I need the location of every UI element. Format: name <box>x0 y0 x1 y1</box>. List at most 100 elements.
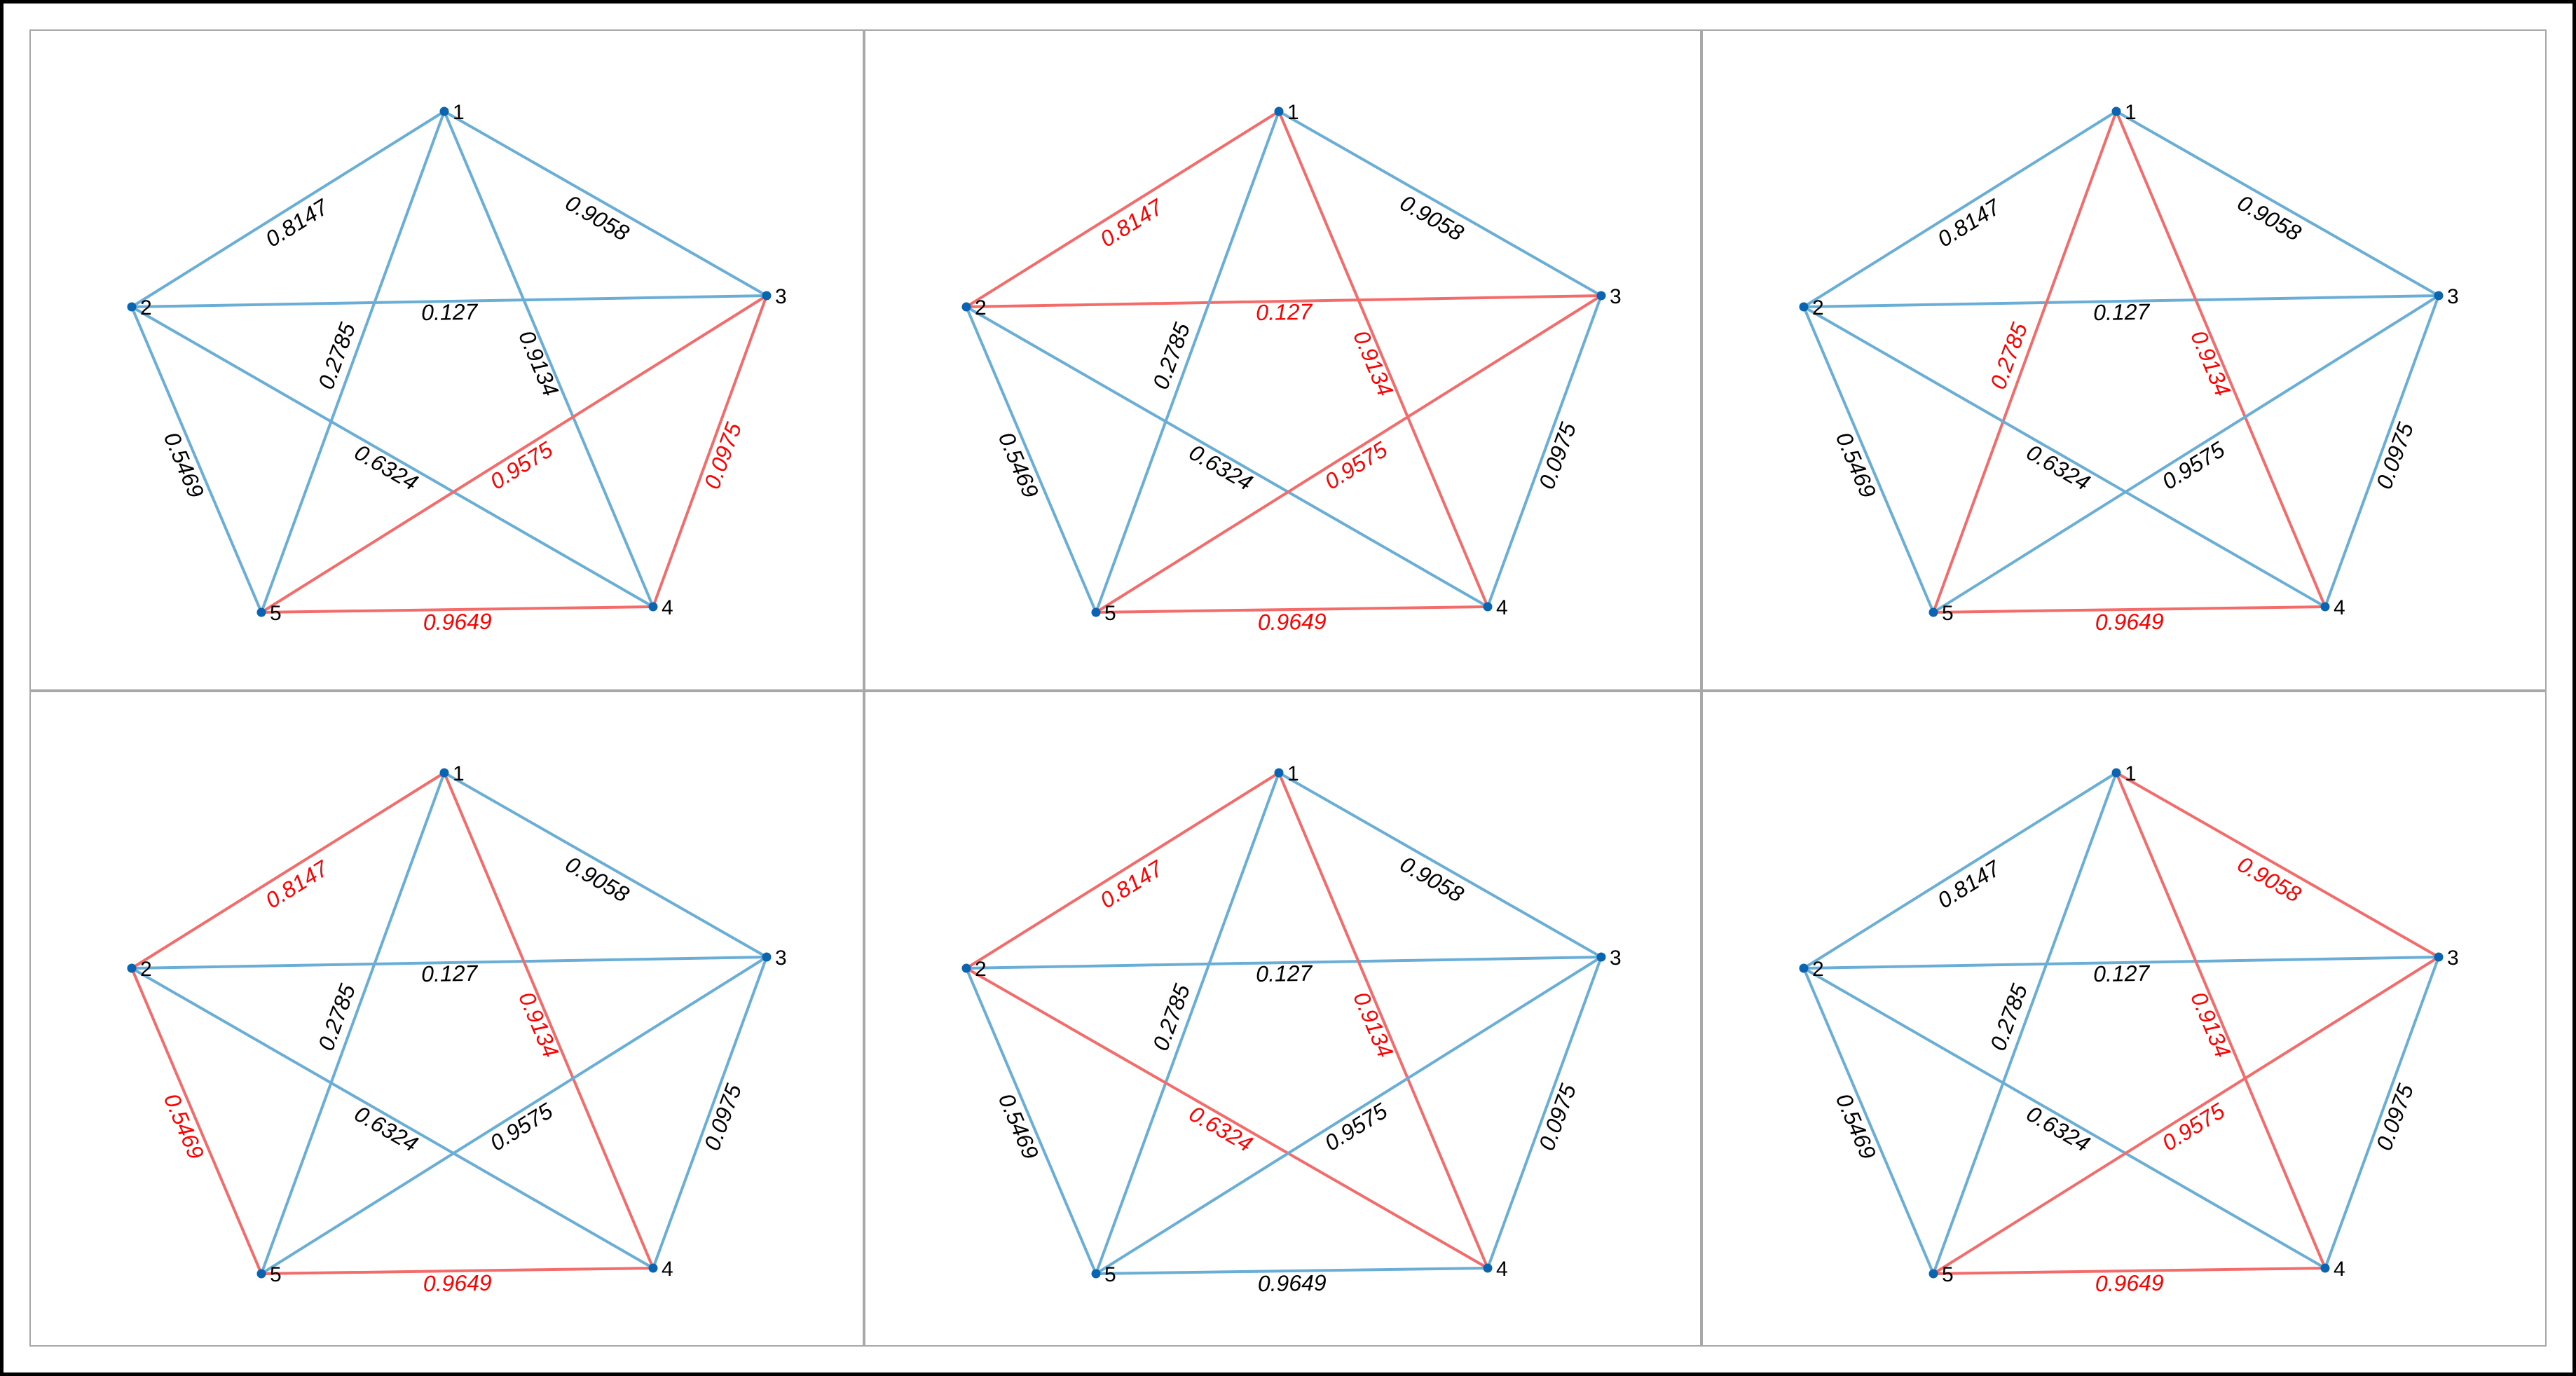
edge-weight-label: 0.6324 <box>1185 439 1257 495</box>
node-3-label: 3 <box>775 947 787 970</box>
edge-2-3 <box>131 294 767 308</box>
node-5-dot <box>1091 607 1101 617</box>
node-5-label: 5 <box>270 1263 282 1286</box>
node-5-dot <box>1928 607 1938 617</box>
edge-2-4 <box>966 967 1488 1270</box>
edge-weight-label: 0.6324 <box>350 439 423 495</box>
edge-2-3 <box>1803 294 2439 308</box>
edge-1-3 <box>444 110 767 297</box>
node-4-label: 4 <box>2334 1258 2345 1281</box>
edge-2-5 <box>130 968 263 1274</box>
edge-4-5 <box>261 605 654 614</box>
edge-2-4 <box>131 305 654 608</box>
edge-weight-label: 0.127 <box>421 299 479 325</box>
edge-4-5 <box>1933 1267 2326 1275</box>
node-3-label: 3 <box>1610 947 1622 970</box>
edge-weight-label: 0.2785 <box>1148 981 1195 1054</box>
node-5-label: 5 <box>1942 602 1954 625</box>
edge-weight-label: 0.0975 <box>699 1080 746 1153</box>
edge-1-3 <box>2116 771 2439 958</box>
node-3-label: 3 <box>2447 947 2459 970</box>
edge-1-3 <box>1278 110 1602 297</box>
edge-weight-label: 0.127 <box>1256 299 1313 325</box>
edge-1-5 <box>1095 772 1280 1274</box>
edge-weight-label: 0.6324 <box>2022 439 2095 495</box>
node-4-label: 4 <box>2334 596 2345 619</box>
node-1-dot <box>439 768 449 778</box>
node-1-dot <box>1274 106 1284 116</box>
edge-2-3 <box>131 956 767 970</box>
edge-4-5 <box>1095 605 1488 614</box>
edge-4-5 <box>1933 605 2326 614</box>
edge-3-4 <box>2324 295 2440 607</box>
edge-1-4 <box>1277 772 1489 1269</box>
node-2-label: 2 <box>140 296 152 319</box>
node-3-label: 3 <box>775 285 787 308</box>
edge-weight-label: 0.9649 <box>2095 609 2165 635</box>
node-5-label: 5 <box>1104 1263 1116 1286</box>
edge-weight-label: 0.9134 <box>514 326 563 399</box>
edge-weight-label: 0.0975 <box>699 419 746 492</box>
edge-3-5 <box>1095 294 1603 614</box>
node-4-dot <box>2320 1263 2330 1273</box>
edge-2-5 <box>130 306 263 613</box>
node-1-label: 1 <box>453 101 465 124</box>
edge-3-4 <box>2324 956 2440 1269</box>
node-4-dot <box>2320 602 2330 612</box>
node-3-label: 3 <box>2447 285 2459 308</box>
edge-weight-label: 0.9134 <box>2186 326 2235 399</box>
edge-2-3 <box>1803 956 2439 970</box>
edge-4-5 <box>261 1267 654 1275</box>
edge-1-4 <box>1277 111 1489 607</box>
edge-weight-label: 0.5469 <box>994 429 1043 502</box>
node-4-label: 4 <box>1496 596 1508 619</box>
edge-weight-label: 0.9134 <box>1348 988 1398 1061</box>
node-1-label: 1 <box>1287 101 1299 124</box>
edge-weight-label: 0.9649 <box>2095 1270 2165 1296</box>
node-3-dot <box>1596 291 1606 301</box>
edge-weight-label: 0.2785 <box>1148 319 1195 392</box>
edge-2-5 <box>1802 306 1935 613</box>
node-1-dot <box>2111 768 2121 778</box>
edge-2-5 <box>1802 968 1935 1274</box>
edge-weight-label: 0.2785 <box>313 981 360 1054</box>
node-3-dot <box>762 952 772 962</box>
edge-3-4 <box>1486 956 1603 1269</box>
node-4-dot <box>1483 602 1493 612</box>
edge-weight-label: 0.2785 <box>313 319 360 392</box>
graph-panel-1: 0.8147 0.9058 0.127 0.9134 0.2785 0.5469 0.632… <box>29 29 864 691</box>
edge-weight-label: 0.9649 <box>1258 609 1327 635</box>
edge-3-5 <box>1932 956 2440 1275</box>
edge-weight-label: 0.127 <box>2093 299 2151 325</box>
edge-1-2 <box>965 110 1280 308</box>
edge-3-4 <box>652 295 768 607</box>
edge-2-5 <box>965 306 1097 613</box>
edge-weight-label: 0.9649 <box>423 1270 493 1296</box>
edge-weight-label: 0.2785 <box>1985 981 2032 1054</box>
edge-weight-label: 0.9134 <box>514 988 563 1061</box>
node-1-label: 1 <box>453 762 465 785</box>
edge-3-5 <box>260 294 768 614</box>
edge-weight-label: 0.5469 <box>994 1090 1043 1163</box>
edge-weight-label: 0.127 <box>2093 961 2151 986</box>
edge-2-4 <box>966 305 1488 608</box>
node-1-dot <box>1274 768 1284 778</box>
edge-3-5 <box>260 956 768 1275</box>
edge-weight-label: 0.5469 <box>159 429 209 502</box>
node-4-label: 4 <box>1496 1258 1508 1281</box>
graph-panel-2: 0.8147 0.9058 0.127 0.9134 0.2785 0.5469 0.632… <box>864 29 1701 691</box>
node-4-label: 4 <box>662 596 673 619</box>
node-4-dot <box>1483 1263 1493 1273</box>
edge-weight-label: 0.0975 <box>2371 419 2418 492</box>
edge-weight-label: 0.0975 <box>2371 1080 2418 1153</box>
edge-1-5 <box>260 111 446 613</box>
edge-1-2 <box>1802 771 2118 970</box>
edge-weight-label: 0.5469 <box>159 1090 209 1163</box>
edge-weight-label: 0.6324 <box>1185 1101 1257 1157</box>
node-4-dot <box>648 602 658 612</box>
edge-4-5 <box>1095 1267 1488 1275</box>
